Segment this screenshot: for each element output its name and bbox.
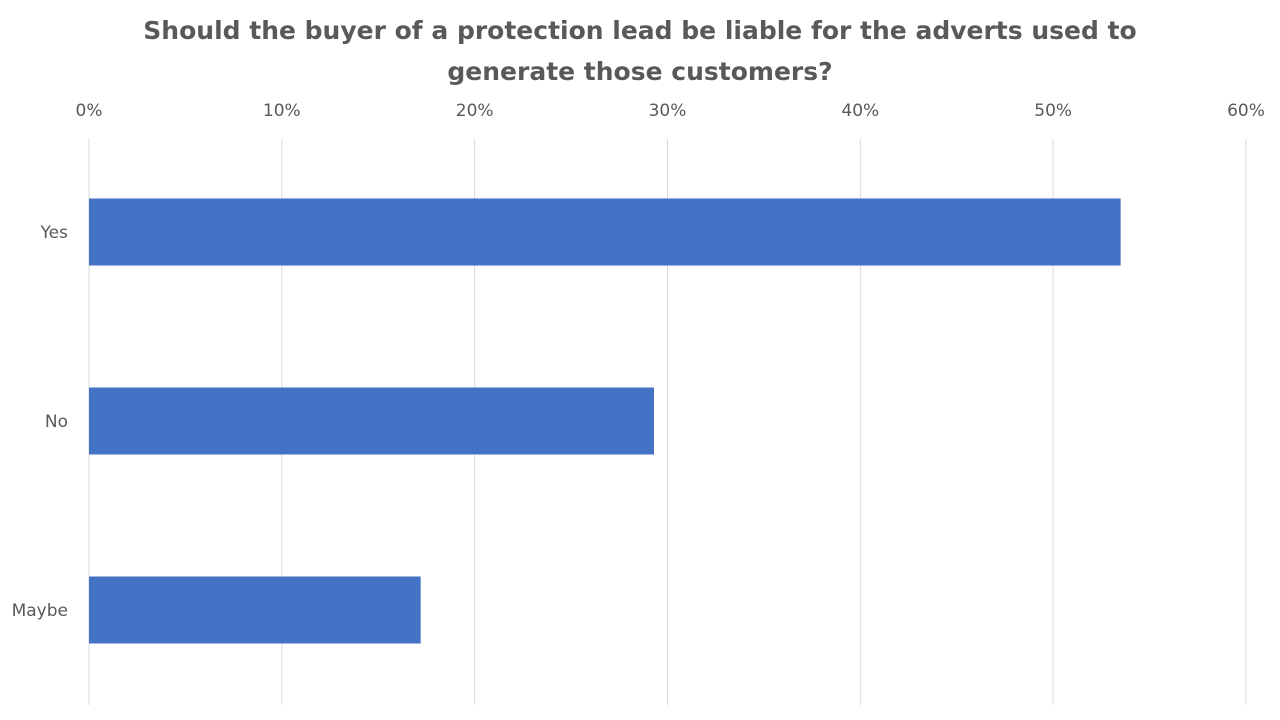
x-tick-label: 30% (649, 101, 687, 121)
category-label-maybe: Maybe (12, 601, 68, 621)
bars (89, 198, 1121, 644)
x-axis-ticks: 0% 10% 20% 30% 40% 50% 60% (76, 101, 1265, 121)
bar-yes (89, 198, 1121, 266)
category-label-no: No (45, 412, 68, 432)
bar-maybe (89, 576, 421, 644)
category-label-yes: Yes (40, 223, 69, 243)
x-tick-label: 20% (456, 101, 494, 121)
x-tick-label: 50% (1034, 101, 1072, 121)
bar-no (89, 387, 655, 455)
x-tick-label: 10% (263, 101, 301, 121)
x-tick-label: 60% (1227, 101, 1265, 121)
x-tick-label: 0% (76, 101, 103, 121)
chart-title: Should the buyer of a protection lead be… (143, 16, 1137, 86)
category-labels: Yes No Maybe (12, 223, 69, 621)
x-tick-label: 40% (841, 101, 879, 121)
